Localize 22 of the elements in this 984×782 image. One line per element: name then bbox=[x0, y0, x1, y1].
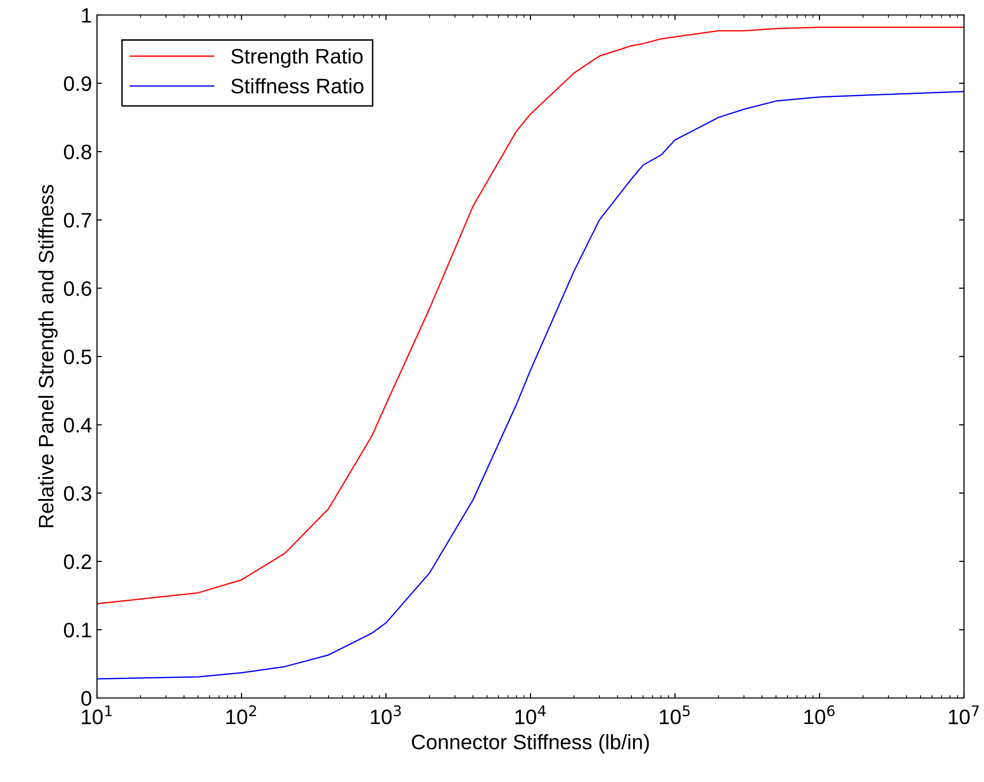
y-tick-label: 1 bbox=[82, 8, 92, 23]
x-axis-title: Connector Stiffness (lb/in) bbox=[412, 734, 649, 754]
y-tick-label: 0.8 bbox=[64, 144, 92, 160]
x-tick-label: 10$^{4}$ bbox=[515, 705, 546, 724]
y-axis-title: Relative Panel Strength and Stiffness bbox=[38, 184, 58, 528]
legend-label: Stiffness Ratio bbox=[231, 78, 364, 94]
x-tick-label: 10$^{2}$ bbox=[226, 705, 256, 724]
x-tick-label: 10$^{5}$ bbox=[660, 705, 690, 724]
y-tick-label: 0 bbox=[81, 691, 92, 706]
y-tick-label: 0.7 bbox=[64, 212, 92, 228]
y-tick-label: 0.6 bbox=[64, 281, 92, 296]
y-tick-label: 0.9 bbox=[64, 76, 92, 92]
y-tick-label: 0.2 bbox=[64, 554, 92, 570]
y-tick-label: 0.1 bbox=[64, 622, 92, 638]
y-tick-label: 0.5 bbox=[64, 350, 92, 364]
x-tick-label: 10$^{7}$ bbox=[948, 705, 979, 724]
y-tick-label: 0.4 bbox=[64, 418, 92, 433]
legend-label: Strength Ratio bbox=[231, 48, 363, 68]
x-tick-label: 10$^{1}$ bbox=[82, 705, 112, 724]
x-tick-label: 10$^{3}$ bbox=[370, 705, 401, 724]
x-tick-label: 10$^{6}$ bbox=[804, 705, 835, 724]
y-tick-label: 0.3 bbox=[64, 486, 92, 501]
